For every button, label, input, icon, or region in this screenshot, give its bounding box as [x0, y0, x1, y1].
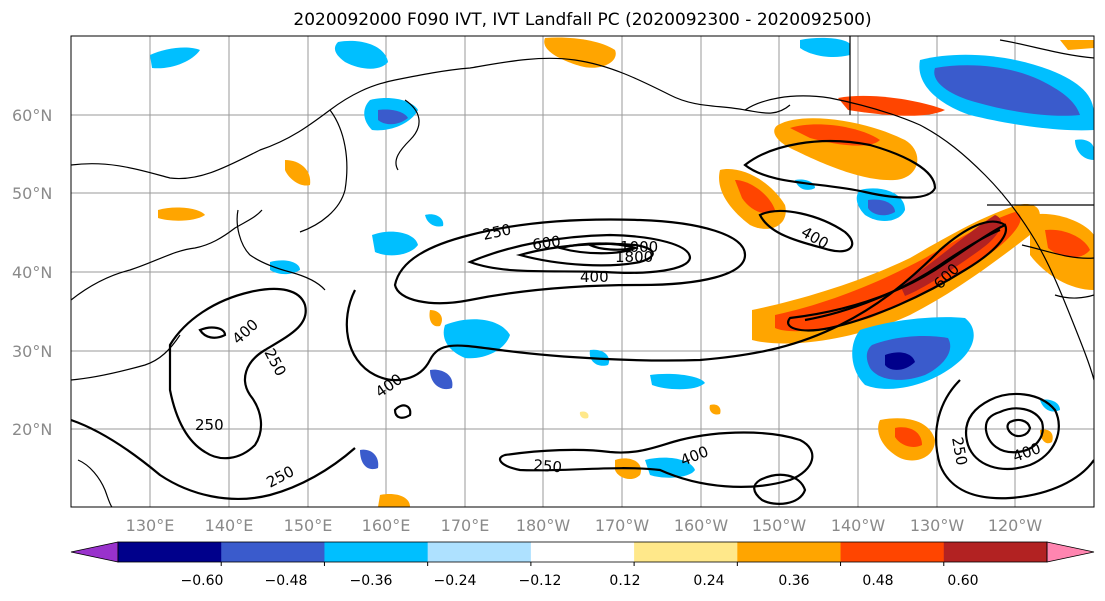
- lon-label-140e: 140°E: [205, 516, 254, 535]
- map-frame: [70, 35, 1095, 508]
- colorbar-segment: [530, 542, 635, 562]
- colorbar-frame: [117, 541, 1048, 563]
- coastlines: [71, 36, 1094, 507]
- colorbar-segment: [118, 542, 222, 562]
- lon-label-130w: 130°W: [910, 516, 965, 535]
- lon-label-120w: 120°W: [988, 516, 1043, 535]
- colorbar: [70, 541, 1095, 566]
- colorbar-tick-label: 0.48: [862, 573, 893, 589]
- colorbar-tick-label: 0.24: [693, 573, 724, 589]
- contour-label: 1800: [615, 248, 653, 266]
- lon-label-180w: 180°W: [516, 516, 571, 535]
- colorbar-segment: [943, 542, 1048, 562]
- lon-label-160e: 160°E: [362, 516, 411, 535]
- contour-label: 250: [481, 220, 513, 244]
- colorbar-segment: [427, 542, 532, 562]
- lat-label-60n: 60°N: [12, 106, 52, 125]
- lon-label-150w: 150°W: [752, 516, 807, 535]
- colorbar-segment: [221, 542, 325, 562]
- colorbar-tick-label: 0.60: [947, 573, 978, 589]
- contour-label: 250: [948, 436, 971, 467]
- pc-shading: [150, 37, 1094, 507]
- colorbar-tick-label: −0.36: [350, 573, 393, 589]
- longitude-labels: 130°E 140°E 150°E 160°E 170°E 180°W 170°…: [126, 516, 1043, 535]
- colorbar-tick-label: 0.12: [609, 573, 640, 589]
- colorbar-extend-low: [70, 541, 119, 563]
- lat-label-40n: 40°N: [12, 263, 52, 282]
- lat-label-30n: 30°N: [12, 342, 52, 361]
- colorbar-tick-label: −0.24: [434, 573, 477, 589]
- colorbar-segment: [634, 542, 738, 562]
- contour-label: 1000: [620, 238, 658, 256]
- lat-label-20n: 20°N: [12, 420, 52, 439]
- colorbar-tick-label: 0.36: [778, 573, 809, 589]
- colorbar-extend-high: [1046, 541, 1095, 563]
- colorbar-tick-label: −0.12: [519, 573, 562, 589]
- lon-label-160w: 160°W: [674, 516, 729, 535]
- lat-label-50n: 50°N: [12, 184, 52, 203]
- lon-label-130e: 130°E: [126, 516, 175, 535]
- ivt-contours: [71, 139, 1094, 505]
- colorbar-tick-label: −0.60: [181, 573, 224, 589]
- latitude-labels: 60°N 50°N 40°N 30°N 20°N: [12, 106, 52, 439]
- lon-label-170w: 170°W: [595, 516, 650, 535]
- colorbar-tick-labels: −0.60 −0.48 −0.36 −0.24 −0.12 0.12 0.24 …: [181, 573, 979, 589]
- lon-label-150e: 150°E: [284, 516, 333, 535]
- contour-label: 600: [531, 232, 562, 254]
- colorbar-segment: [737, 542, 842, 562]
- lon-label-140w: 140°W: [831, 516, 886, 535]
- lon-label-170e: 170°E: [441, 516, 490, 535]
- contour-label: 250: [195, 416, 224, 434]
- contour-label: 400: [580, 268, 609, 286]
- colorbar-segment: [324, 542, 429, 562]
- colorbar-tick-label: −0.48: [265, 573, 308, 589]
- colorbar-segment: [840, 542, 945, 562]
- map-title: 2020092000 F090 IVT, IVT Landfall PC (20…: [293, 10, 872, 30]
- contour-label: 250: [533, 456, 563, 476]
